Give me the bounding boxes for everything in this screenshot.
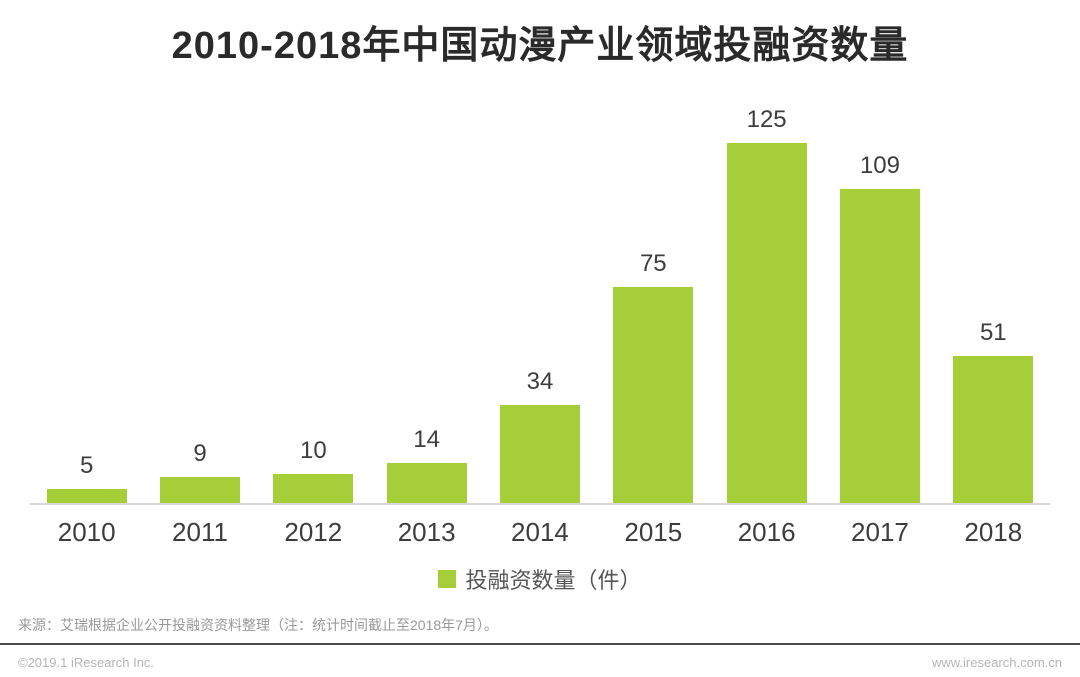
x-axis-label-2015: 2015 [624, 517, 683, 547]
bar-group-2014: 34 [483, 368, 596, 503]
bar-value-label: 14 [413, 426, 440, 453]
bar-value-label: 109 [859, 152, 900, 179]
x-axis: 2010 2011 2012 2013 2014 2015 2016 2017 … [30, 505, 1050, 548]
bar-value-label: 34 [526, 368, 554, 395]
copyright-text: ©2019.1 iResearch Inc. [18, 655, 155, 670]
x-axis-label-2016: 2016 [737, 517, 796, 547]
bar-chart: 5 9 10 14 34 75 125 [30, 90, 1050, 548]
bar-group-2015: 75 [597, 250, 710, 503]
legend-label: 投融资数量（件） [465, 568, 642, 593]
bar-value-label: 51 [979, 319, 1007, 346]
bar-rect [159, 477, 240, 503]
bar-rect [386, 463, 467, 503]
footer-divider [0, 643, 1080, 645]
x-axis-label-2014: 2014 [511, 517, 569, 547]
bar-value-label: 9 [193, 440, 207, 467]
bar-group-2018: 51 [937, 319, 1050, 503]
website-text: www.iresearch.com.cn [931, 655, 1062, 670]
bar-rect [273, 474, 354, 503]
x-axis-label-2012: 2012 [284, 517, 343, 547]
chart-title: 2010-2018年中国动漫产业领域投融资数量 [171, 25, 909, 67]
bar-group-2016: 125 [710, 106, 823, 503]
footer: ©2019.1 iResearch Inc. www.iresearch.com… [18, 655, 1062, 670]
bar-rect [613, 287, 694, 503]
bar-rect [839, 189, 920, 503]
bar-group-2017: 109 [823, 152, 936, 503]
x-axis-label-2010: 2010 [57, 517, 116, 547]
bar-rect [46, 489, 127, 503]
legend-swatch-icon [438, 570, 457, 588]
legend: 投融资数量（件） [0, 563, 1080, 595]
x-axis-label-2018: 2018 [964, 517, 1023, 547]
bar-value-label: 5 [79, 452, 94, 479]
x-axis-label-2011: 2011 [172, 517, 228, 547]
bar-rect [953, 356, 1034, 503]
bar-group-2012: 10 [257, 437, 370, 503]
bar-group-2010: 5 [30, 452, 143, 503]
bar-group-2011: 9 [143, 440, 256, 503]
plot-area: 5 9 10 14 34 75 125 [30, 90, 1050, 505]
x-axis-label-2017: 2017 [851, 517, 909, 547]
x-axis-label-2013: 2013 [397, 517, 456, 547]
bar-rect [726, 143, 807, 503]
bar-value-label: 125 [746, 106, 787, 133]
bar-group-2013: 14 [370, 426, 483, 503]
bar-rect [499, 405, 580, 503]
bar-value-label: 75 [639, 250, 667, 277]
bar-value-label: 10 [299, 437, 327, 464]
source-note: 来源：艾瑞根据企业公开投融资资料整理（注：统计时间截止至2018年7月）。 [18, 617, 498, 633]
